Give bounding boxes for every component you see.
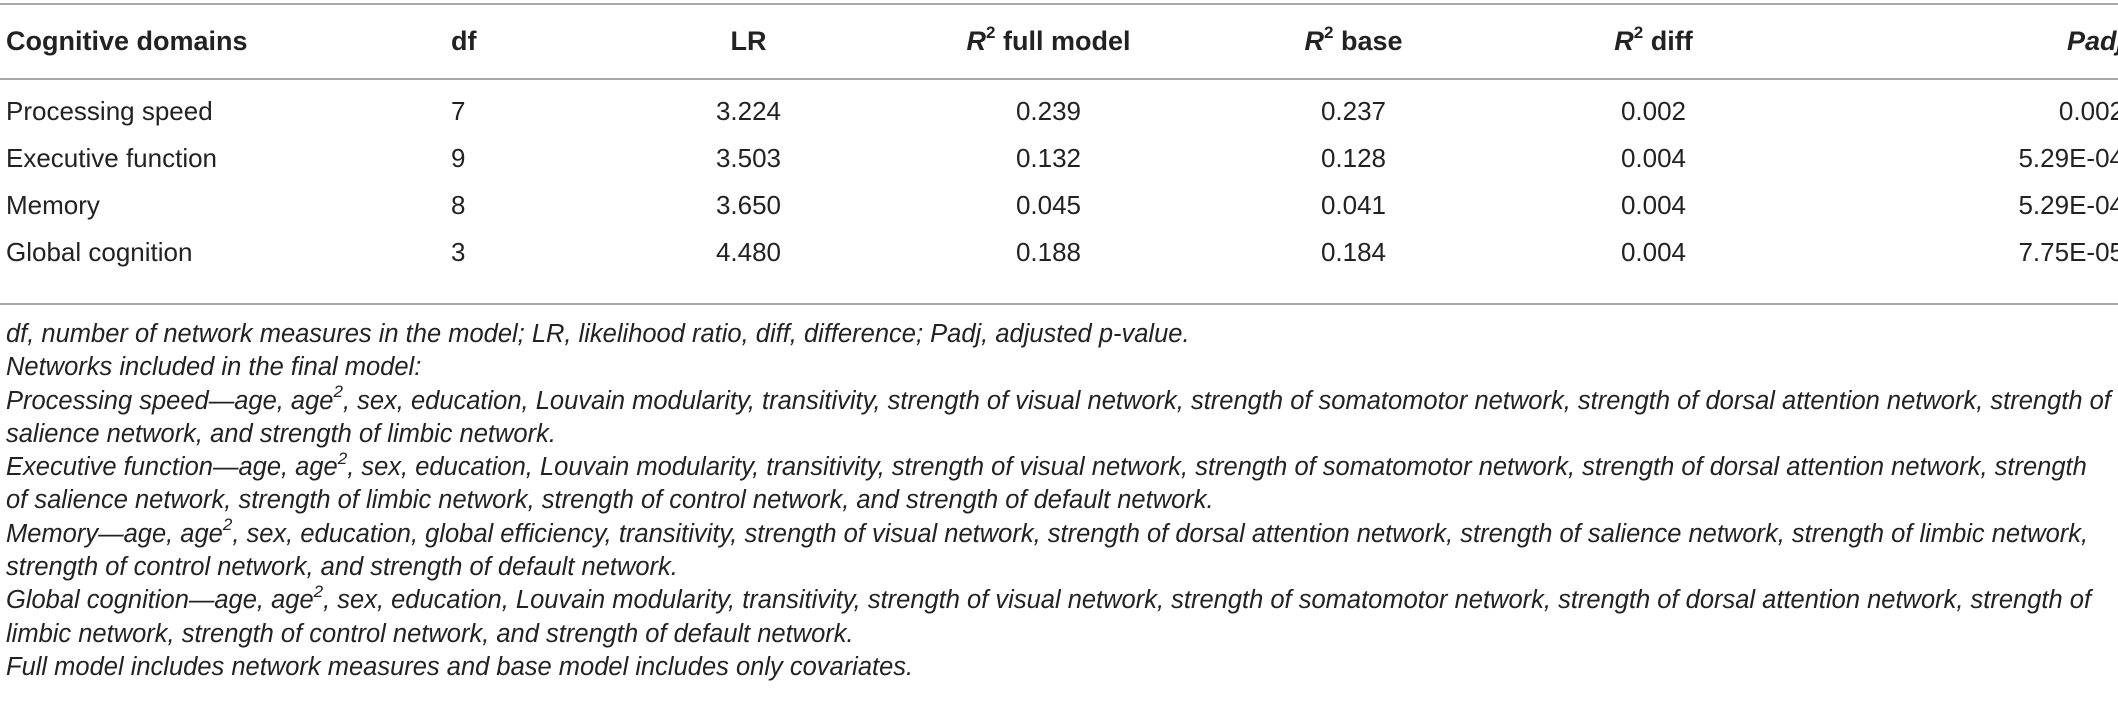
results-table: Cognitive domains df LR R2 full model R2… <box>0 5 2118 276</box>
bottom-rule <box>0 303 2118 305</box>
cell-padj: 0.002 <box>2058 96 2118 126</box>
cell-domain: Global cognition <box>6 237 193 267</box>
table-row: Memory 8 3.650 0.045 0.041 0.004 5.29E-0… <box>0 182 2118 229</box>
table-row: Executive function 9 3.503 0.132 0.128 0… <box>0 135 2118 182</box>
header-cognitive-domains: Cognitive domains <box>6 26 248 56</box>
cell-r2-full: 0.188 <box>1015 237 1082 267</box>
table-footnotes: df, number of network measures in the mo… <box>6 318 2112 684</box>
header-r2-base: R2 base <box>1304 23 1403 56</box>
cell-df: 8 <box>451 190 466 220</box>
cell-domain: Processing speed <box>6 96 213 126</box>
cell-r2-full: 0.132 <box>1015 143 1082 173</box>
table-row: Global cognition 3 4.480 0.188 0.184 0.0… <box>0 229 2118 276</box>
header-padj: Padj <box>2066 26 2118 56</box>
cell-r2-diff: 0.004 <box>1620 143 1687 173</box>
cell-r2-full: 0.239 <box>1015 96 1082 126</box>
footnote-intro: Networks included in the final model: <box>6 353 422 382</box>
footnote-model-definition: Full model includes network measures and… <box>6 652 914 681</box>
footnote-memory: Memory—age, age2, sex, education, global… <box>6 515 2089 582</box>
footnote-processing-speed: Processing speed—age, age2, sex, educati… <box>6 382 2111 448</box>
cell-domain: Executive function <box>6 143 218 173</box>
cell-r2-diff: 0.004 <box>1620 237 1687 267</box>
cell-r2-base: 0.237 <box>1320 96 1387 126</box>
cell-r2-full: 0.045 <box>1015 190 1082 220</box>
cell-df: 3 <box>451 237 466 267</box>
footnote-executive-function: Executive function—age, age2, sex, educa… <box>6 448 2087 515</box>
cell-df: 9 <box>451 143 466 173</box>
cell-lr: 3.503 <box>715 143 782 173</box>
cell-lr: 4.480 <box>715 237 782 267</box>
cell-lr: 3.650 <box>715 190 782 220</box>
cell-padj: 5.29E-04 <box>2018 143 2118 173</box>
header-lr: LR <box>730 26 767 56</box>
cell-r2-base: 0.041 <box>1320 190 1387 220</box>
header-r2-full-model: R2 full model <box>966 23 1131 56</box>
cell-r2-base: 0.184 <box>1320 237 1387 267</box>
header-rule <box>0 78 2118 80</box>
cell-domain: Memory <box>6 190 100 220</box>
cell-lr: 3.224 <box>715 96 782 126</box>
cell-r2-diff: 0.002 <box>1620 96 1687 126</box>
cell-padj: 5.29E-04 <box>2018 190 2118 220</box>
header-r2-diff: R2 diff <box>1614 23 1693 56</box>
cell-r2-base: 0.128 <box>1320 143 1387 173</box>
cell-padj: 7.75E-05 <box>2018 237 2118 267</box>
cell-r2-diff: 0.004 <box>1620 190 1687 220</box>
footnote-global-cognition: Global cognition—age, age2, sex, educati… <box>6 581 2092 648</box>
cell-df: 7 <box>451 96 466 126</box>
footnote-abbreviations: df, number of network measures in the mo… <box>6 320 1190 348</box>
top-rule <box>0 3 2118 5</box>
header-row: Cognitive domains df LR R2 full model R2… <box>0 5 2118 78</box>
header-df: df <box>451 26 477 56</box>
table-row: Processing speed 7 3.224 0.239 0.237 0.0… <box>0 78 2118 135</box>
